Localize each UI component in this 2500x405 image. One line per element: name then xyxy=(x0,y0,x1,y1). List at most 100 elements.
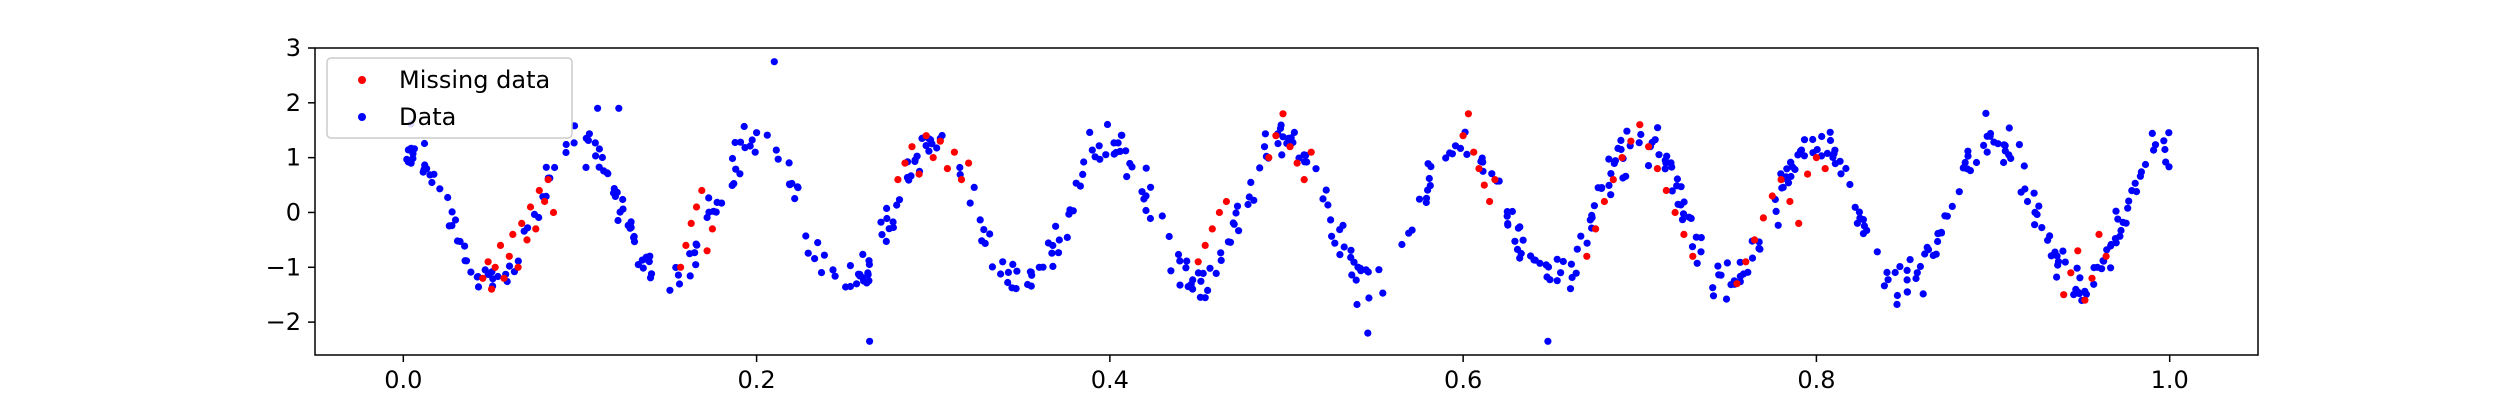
data-point xyxy=(1842,164,1850,173)
data-point xyxy=(2023,197,2032,206)
missing-data-point xyxy=(1600,197,1608,206)
data-point xyxy=(2076,274,2084,282)
data-point xyxy=(627,223,635,232)
data-point xyxy=(1123,173,1131,181)
data-point xyxy=(1826,136,1835,145)
data-point xyxy=(772,146,780,154)
missing-data-point xyxy=(936,137,944,145)
data-point xyxy=(1340,243,1348,251)
data-point xyxy=(728,154,737,163)
data-point xyxy=(1709,284,1717,292)
data-point xyxy=(732,165,740,173)
data-point xyxy=(1142,206,1150,215)
data-point xyxy=(1736,258,1744,266)
data-point xyxy=(1673,175,1681,183)
data-point xyxy=(1142,192,1150,200)
missing-data-point xyxy=(2074,247,2082,255)
missing-data-point xyxy=(1777,176,1785,184)
missing-data-point xyxy=(1491,176,1499,184)
x-tick-label: 0.6 xyxy=(1444,366,1482,394)
data-point xyxy=(1846,180,1854,189)
missing-data-point xyxy=(1215,208,1223,217)
data-point xyxy=(1189,276,1197,284)
data-point xyxy=(428,178,436,187)
data-point xyxy=(630,238,639,246)
data-point xyxy=(530,210,539,218)
data-point xyxy=(2125,197,2133,205)
data-point xyxy=(1739,270,1748,278)
missing-data-point xyxy=(1265,154,1273,162)
data-point xyxy=(1800,136,1809,144)
missing-data-point xyxy=(491,263,499,271)
data-point xyxy=(645,258,653,266)
data-point xyxy=(1048,249,1056,257)
data-point xyxy=(866,337,874,345)
data-point xyxy=(1883,268,1891,276)
data-point xyxy=(1426,182,1434,190)
data-point xyxy=(1425,174,1433,183)
missing-data-point xyxy=(505,252,513,260)
data-point xyxy=(820,251,829,259)
missing-data-point xyxy=(496,241,505,249)
data-point xyxy=(467,268,475,276)
data-point xyxy=(970,183,978,191)
data-point xyxy=(1668,163,1676,171)
data-point xyxy=(1204,286,1212,294)
y-tick-label: 2 xyxy=(286,89,301,117)
data-point xyxy=(2033,210,2041,219)
data-point xyxy=(1424,160,1432,168)
data-point xyxy=(616,208,624,216)
data-point xyxy=(1256,164,1264,172)
data-point xyxy=(1189,285,1197,293)
missing-data-point xyxy=(1609,176,1617,184)
data-point xyxy=(1278,151,1286,159)
data-point xyxy=(1217,249,1225,257)
data-point xyxy=(1903,288,1911,296)
data-point xyxy=(1086,128,1094,136)
data-point xyxy=(933,144,941,152)
data-point xyxy=(753,129,761,137)
data-point xyxy=(562,140,570,149)
data-point xyxy=(1860,222,1868,230)
data-point xyxy=(1054,249,1063,257)
data-point xyxy=(2128,187,2136,195)
data-point xyxy=(1508,207,1516,216)
data-point xyxy=(1352,276,1360,284)
data-point xyxy=(1756,245,1764,253)
missing-data-point xyxy=(509,230,517,238)
data-point xyxy=(604,170,612,178)
missing-data-point xyxy=(677,263,685,271)
data-point xyxy=(2161,145,2169,154)
data-point xyxy=(1668,187,1676,195)
data-point xyxy=(956,163,964,172)
data-point xyxy=(420,139,429,148)
data-point xyxy=(2122,219,2130,227)
data-point xyxy=(1088,146,1096,154)
missing-data-point xyxy=(2067,269,2075,277)
data-point xyxy=(811,255,819,263)
data-point xyxy=(630,232,638,241)
data-point xyxy=(911,157,919,166)
data-point xyxy=(1013,267,1021,275)
data-point xyxy=(2072,285,2080,293)
data-point xyxy=(582,163,590,171)
data-point xyxy=(1516,223,1524,231)
data-point xyxy=(692,240,700,248)
x-tick-label: 0.2 xyxy=(738,366,776,394)
data-point xyxy=(997,270,1005,278)
data-point xyxy=(1651,136,1659,144)
data-point xyxy=(1012,285,1020,293)
data-point xyxy=(802,232,810,240)
data-point xyxy=(2165,129,2173,137)
data-point xyxy=(1158,212,1166,220)
data-point xyxy=(1183,257,1191,265)
missing-data-point xyxy=(1486,197,1494,206)
data-point xyxy=(1837,170,1845,178)
missing-data-point xyxy=(1480,181,1488,189)
data-point xyxy=(889,218,897,226)
data-point xyxy=(1232,209,1240,217)
data-point xyxy=(1697,248,1705,256)
data-point xyxy=(1451,142,1460,150)
missing-data-point xyxy=(894,176,902,184)
data-point xyxy=(1364,268,1372,276)
